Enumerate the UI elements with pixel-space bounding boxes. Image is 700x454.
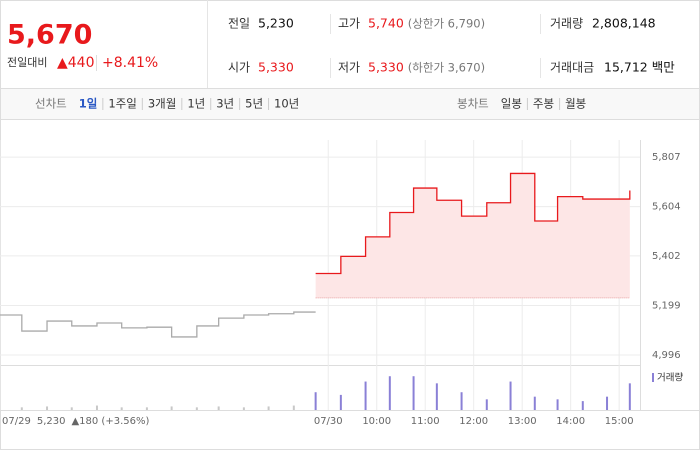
volume-bar (509, 381, 512, 410)
tab[interactable]: 주봉 (533, 97, 554, 111)
stat-label: 시가 (228, 61, 250, 75)
volume-bar (20, 407, 23, 410)
x-tick-label: 07/29 (2, 416, 31, 427)
prev-close: 5,230 (37, 416, 66, 427)
stat-label: 전일 (228, 17, 250, 31)
change-label: 전일대비 (7, 55, 47, 69)
volume-bar (120, 407, 123, 410)
volume-bar (145, 407, 148, 410)
stat-note: (하한가 3,670) (408, 61, 485, 75)
volume-bar (460, 392, 463, 410)
y-tick-label: 5,807 (652, 152, 681, 163)
volume-bar (628, 383, 631, 410)
stat-value: 15,712 (604, 60, 648, 75)
x-tick-label: 15:00 (605, 416, 634, 427)
x-tick-label: 07/30 (314, 416, 343, 427)
volume-bar (364, 381, 367, 410)
volume-bar (556, 399, 559, 410)
volume-bar (314, 392, 317, 410)
stat-value: 5,330 (368, 60, 404, 75)
stat-value: 5,740 (368, 16, 404, 31)
stat-note: (상한가 6,790) (408, 17, 485, 31)
x-tick-label: 10:00 (362, 416, 391, 427)
line (0, 311, 316, 338)
volume-bar (46, 406, 49, 410)
tab[interactable]: 10년 (274, 97, 299, 111)
stat-label: 거래량 (550, 17, 583, 31)
volume-bar (412, 376, 415, 410)
x-tick-label: 13:00 (508, 416, 537, 427)
y-tick-label: 5,402 (652, 251, 681, 262)
tab-bar (1, 89, 699, 119)
tab[interactable]: 1년 (187, 97, 205, 111)
tab-label: 선차트 (35, 97, 67, 111)
volume-bar (70, 407, 73, 410)
volume-bar (339, 394, 342, 410)
tab[interactable]: 1일 (79, 97, 98, 111)
rate: +8.41% (102, 55, 158, 71)
stat-value: 5,330 (258, 60, 294, 75)
volume-bar (485, 399, 488, 410)
tab-label: 봉차트 (457, 97, 489, 111)
volume-bar (292, 405, 295, 410)
tab[interactable]: 3년 (216, 97, 234, 111)
price: 5,670 (7, 20, 92, 51)
x-tick-label: 14:00 (556, 416, 585, 427)
x-tick-label: 11:00 (411, 416, 440, 427)
volume-bar (435, 383, 438, 410)
volume-bar (242, 407, 245, 410)
tab[interactable]: 1주일 (108, 97, 136, 111)
volume-bar (581, 401, 584, 410)
volume-bar (606, 396, 609, 410)
volume-bar (95, 405, 98, 410)
volume-bar (267, 406, 270, 410)
y-tick-label: 4,996 (652, 350, 681, 361)
x-tick-label: 12:00 (459, 416, 488, 427)
tab[interactable]: 3개월 (148, 97, 176, 111)
stat-value: 5,230 (258, 16, 294, 31)
legend-swatch (652, 373, 654, 382)
line (315, 172, 631, 275)
legend-label: 거래량 (657, 372, 683, 384)
prev-change: ▲180 (+3.56%) (71, 416, 149, 427)
tab[interactable]: 5년 (245, 97, 263, 111)
stat-unit: 백만 (652, 60, 676, 75)
volume-bar (170, 406, 173, 410)
stat-label: 거래대금 (550, 61, 594, 75)
stat-label: 고가 (338, 17, 360, 31)
volume-bar (195, 407, 198, 410)
area (315, 173, 630, 298)
change: ▲440 (57, 55, 95, 71)
volume-bar (533, 396, 536, 410)
volume-bar (217, 406, 220, 410)
tab[interactable]: 일봉 (501, 97, 522, 111)
tab[interactable]: 월봉 (565, 97, 586, 111)
stat-label: 저가 (338, 61, 360, 75)
y-tick-label: 5,604 (652, 202, 681, 213)
y-tick-label: 5,199 (652, 300, 681, 311)
stat-value: 2,808,148 (592, 16, 656, 31)
volume-bar (388, 376, 391, 410)
